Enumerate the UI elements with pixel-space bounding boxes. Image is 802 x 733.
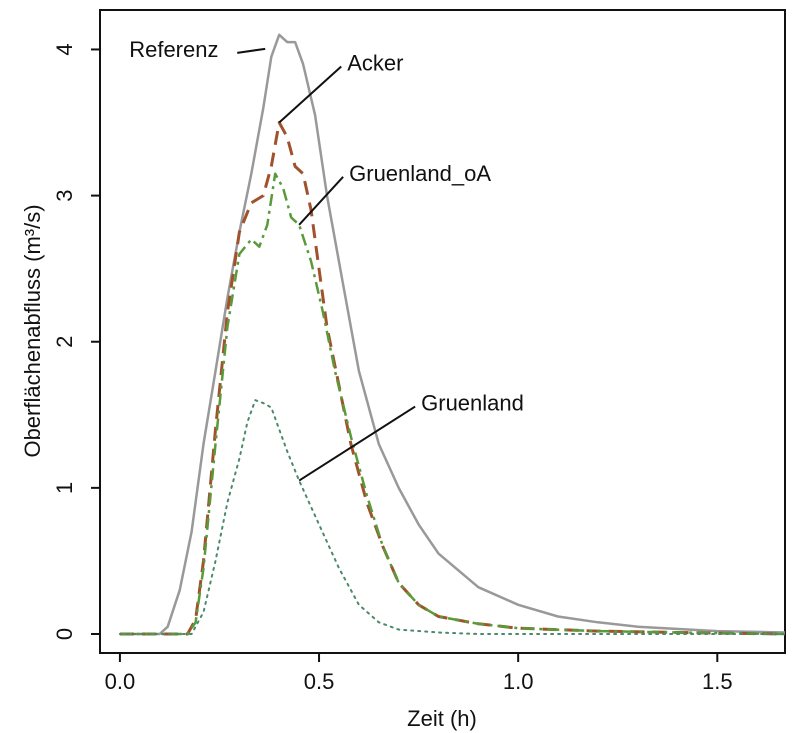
x-axis: 0.0 0.5 1.0 1.5 [105, 653, 733, 694]
y-tick-label: 4 [52, 43, 77, 55]
leader-line-gruenland [298, 405, 416, 482]
leader-line-gruenland-oa [298, 176, 344, 226]
series-label-gruenland-oa: Gruenland_oA [349, 161, 491, 186]
y-tick-label: 1 [52, 482, 77, 494]
series-line-acker [119, 121, 786, 636]
series-label-acker: Acker [347, 51, 403, 76]
annotation-layer: Referenz Acker Gruenland_oA Gruenland [129, 37, 524, 482]
x-tick-label: 1.5 [702, 669, 733, 694]
x-tick-label: 0.0 [105, 669, 136, 694]
y-axis-title: Oberflächenabfluss (m³/s) [20, 204, 45, 457]
leader-line-referenz [237, 47, 266, 54]
series-line-gruenland-oa [119, 172, 786, 636]
leader-line-acker [278, 65, 342, 124]
y-axis: 0 1 2 3 4 [52, 43, 100, 640]
y-tick-label: 2 [52, 336, 77, 348]
plot-frame [99, 9, 786, 654]
series-label-referenz: Referenz [129, 37, 218, 62]
x-axis-title: Zeit (h) [407, 706, 477, 731]
series-line-gruenland [118, 399, 786, 635]
y-tick-label: 0 [52, 628, 77, 640]
y-tick-label: 3 [52, 189, 77, 201]
series-label-gruenland: Gruenland [421, 391, 524, 416]
series-layer [118, 33, 786, 636]
x-tick-label: 1.0 [503, 669, 534, 694]
x-tick-label: 0.5 [304, 669, 335, 694]
series-line-referenz [119, 33, 786, 636]
